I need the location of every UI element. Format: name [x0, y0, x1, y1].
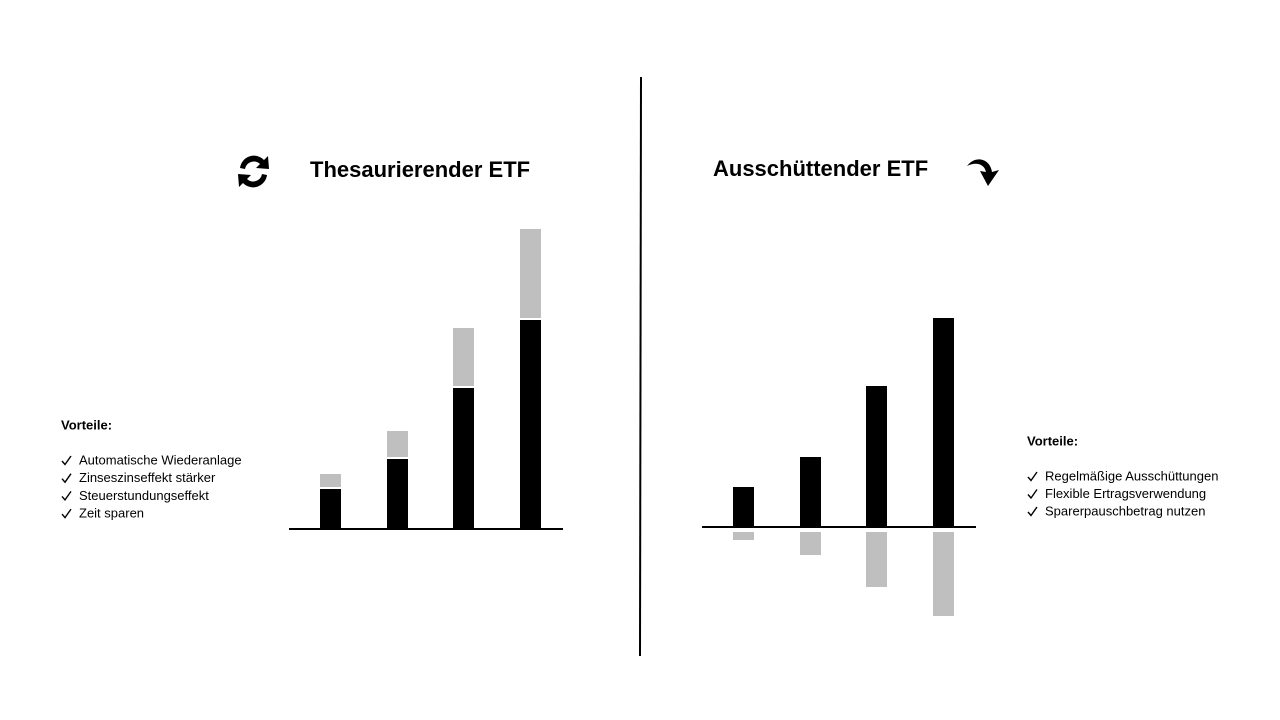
list-item: Sparerpauschbetrag nutzen	[1045, 503, 1205, 518]
list-item: Automatische Wiederanlage	[79, 452, 242, 467]
bar-segment	[866, 386, 887, 527]
bar-segment	[520, 320, 541, 529]
bar-segment	[453, 328, 474, 386]
check-icon	[1027, 471, 1038, 482]
chart-title: Ausschüttender ETF	[713, 156, 928, 181]
check-icon	[61, 473, 72, 484]
panel-heading: Vorteile:	[61, 417, 112, 432]
bar-segment	[866, 532, 887, 587]
list-item: Zinseszinseffekt stärker	[79, 470, 216, 485]
bar-segment	[733, 532, 754, 540]
bar-segment	[520, 229, 541, 318]
list-item: Flexible Ertragsverwendung	[1045, 486, 1206, 501]
bar-segment	[320, 489, 341, 529]
chart-title: Thesaurierender ETF	[310, 157, 530, 182]
check-icon	[1027, 489, 1038, 500]
bar-segment	[733, 487, 754, 527]
bar-segment	[453, 388, 474, 529]
bar-segment	[387, 431, 408, 457]
check-icon	[61, 490, 72, 502]
list-item: Zeit sparen	[79, 506, 144, 521]
list-item: Steuerstundungseffekt	[79, 488, 209, 503]
list-item: Regelmäßige Ausschüttungen	[1045, 468, 1218, 483]
check-icon	[1027, 506, 1038, 517]
bar-segment	[933, 318, 954, 527]
arrow-icon	[967, 159, 999, 186]
divider	[639, 76, 642, 657]
panel-heading: Vorteile:	[1027, 433, 1078, 448]
check-icon	[61, 508, 72, 519]
bar-segment	[800, 457, 821, 527]
bar-segment	[387, 459, 408, 529]
refresh-icon	[238, 155, 269, 188]
check-icon	[61, 455, 72, 466]
bar-segment	[933, 532, 954, 616]
bar-segment	[800, 532, 821, 555]
bar-segment	[320, 474, 341, 487]
